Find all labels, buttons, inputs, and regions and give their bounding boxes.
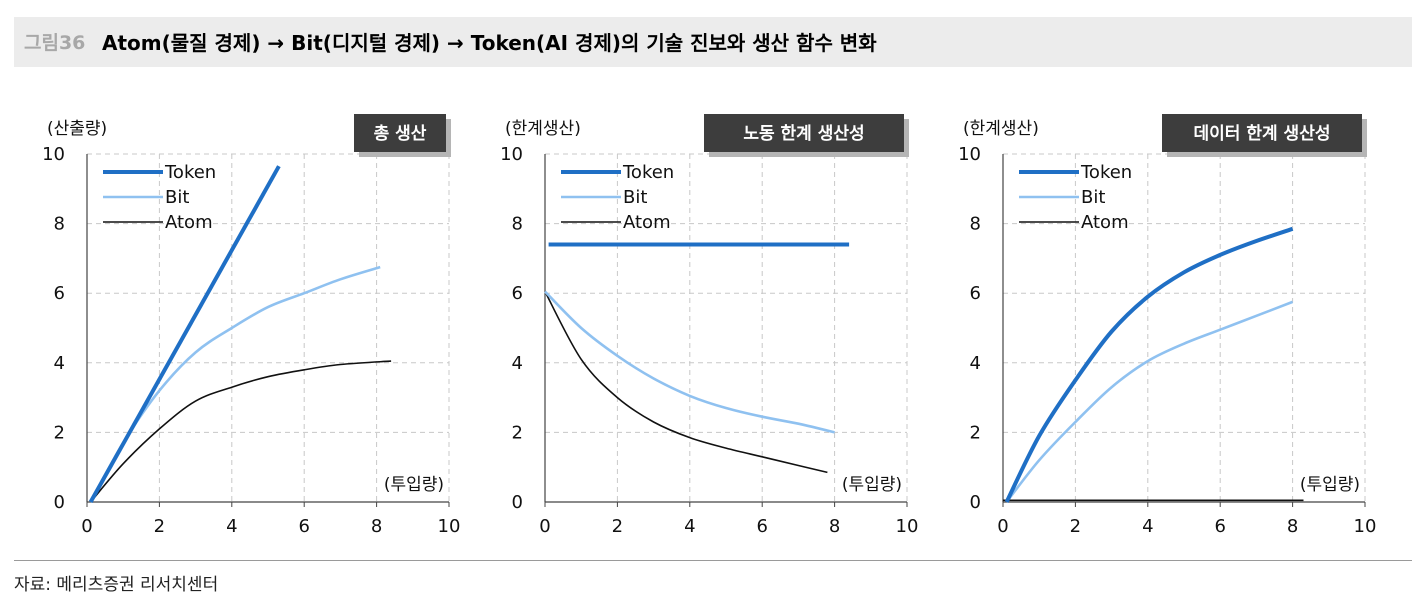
x-tick-label: 0 — [81, 516, 92, 537]
y-tick-label: 6 — [54, 283, 65, 304]
chart-badge-label: 데이터 한계 생산성 — [1194, 124, 1331, 144]
y-tick-label: 2 — [54, 422, 65, 443]
x-tick-label: 8 — [1287, 516, 1298, 537]
legend-label-bit: Bit — [623, 187, 647, 208]
y-tick-label: 2 — [512, 422, 523, 443]
chart-badge — [704, 114, 904, 152]
x-tick-label: 0 — [539, 516, 550, 537]
legend-label-bit: Bit — [1081, 187, 1105, 208]
y-tick-label: 4 — [970, 353, 981, 374]
x-axis-label: (투입량) — [1300, 475, 1360, 495]
series-line-atom — [544, 291, 828, 474]
legend-label-atom: Atom — [165, 212, 213, 233]
y-tick-label: 0 — [54, 492, 65, 513]
x-tick-label: 4 — [226, 516, 237, 537]
y-tick-label: 4 — [512, 353, 523, 374]
x-tick-label: 6 — [1214, 516, 1225, 537]
x-tick-label: 6 — [756, 516, 767, 537]
x-axis-label: (투입량) — [384, 475, 444, 495]
x-tick-label: 4 — [684, 516, 695, 537]
legend-label-token: Token — [622, 162, 674, 183]
source-note: 자료: 메리츠증권 리서치센터 — [14, 575, 219, 595]
legend-label-token: Token — [164, 162, 216, 183]
x-tick-label: 2 — [612, 516, 623, 537]
x-tick-label: 4 — [1142, 516, 1153, 537]
title-bar: 그림36 Atom(물질 경제) → Bit(디지털 경제) → Token(A… — [14, 17, 1412, 67]
x-tick-label: 2 — [1070, 516, 1081, 537]
series-line-bit — [1005, 300, 1294, 503]
x-tick-label: 6 — [298, 516, 309, 537]
chart-badge — [354, 114, 446, 152]
chart-panel-3: 0 2 4 6 8 10 0 2 4 6 8 10 (한계생산) (투입량) 데이터 한계 생산성 Token… — [958, 114, 1376, 537]
chart-panel-1: 0 2 4 6 8 10 0 2 4 6 8 10 (산출량) (투입량) 총 생산 Token Bit Atom — [42, 114, 460, 537]
x-tick-label: 8 — [371, 516, 382, 537]
x-tick-label: 2 — [154, 516, 165, 537]
chart-badge-label: 총 생산 — [374, 124, 427, 144]
series-line-bit — [544, 290, 835, 434]
series-line-bit — [89, 265, 381, 503]
bottom-divider — [14, 560, 1412, 561]
y-tick-label: 8 — [970, 214, 981, 235]
x-tick-label: 10 — [896, 516, 919, 537]
y-tick-label: 0 — [970, 492, 981, 513]
chart-badge-label: 노동 한계 생산성 — [743, 124, 864, 144]
x-tick-label: 8 — [829, 516, 840, 537]
y-axis-label: (산출량) — [47, 119, 107, 139]
series-line-token — [88, 165, 281, 503]
figure-title: Atom(물질 경제) → Bit(디지털 경제) → Token(AI 경제)… — [102, 31, 877, 55]
y-tick-label: 0 — [512, 492, 523, 513]
y-tick-label: 6 — [512, 283, 523, 304]
y-axis-label: (한계생산) — [505, 119, 581, 139]
y-axis-label: (한계생산) — [963, 119, 1039, 139]
y-tick-label: 10 — [500, 144, 523, 165]
y-tick-label: 10 — [42, 144, 65, 165]
y-tick-label: 8 — [54, 214, 65, 235]
legend-label-atom: Atom — [623, 212, 671, 233]
series-line-token — [1004, 226, 1294, 503]
figure-number: 그림36 — [24, 32, 86, 54]
legend-label-atom: Atom — [1081, 212, 1129, 233]
x-tick-label: 10 — [438, 516, 461, 537]
legend-label-token: Token — [1080, 162, 1132, 183]
y-tick-label: 4 — [54, 353, 65, 374]
chart-panel-2: 0 2 4 6 8 10 0 2 4 6 8 10 (한계생산) (투입량) 노동 한계 생산성 Token B… — [500, 114, 918, 537]
series-line-atom — [89, 360, 392, 503]
x-tick-label: 10 — [1354, 516, 1377, 537]
y-tick-label: 2 — [970, 422, 981, 443]
legend-label-bit: Bit — [165, 187, 189, 208]
y-tick-label: 6 — [970, 283, 981, 304]
x-tick-label: 0 — [997, 516, 1008, 537]
chart-badge — [1162, 114, 1362, 152]
y-tick-label: 10 — [958, 144, 981, 165]
y-tick-label: 8 — [512, 214, 523, 235]
x-axis-label: (투입량) — [842, 475, 902, 495]
